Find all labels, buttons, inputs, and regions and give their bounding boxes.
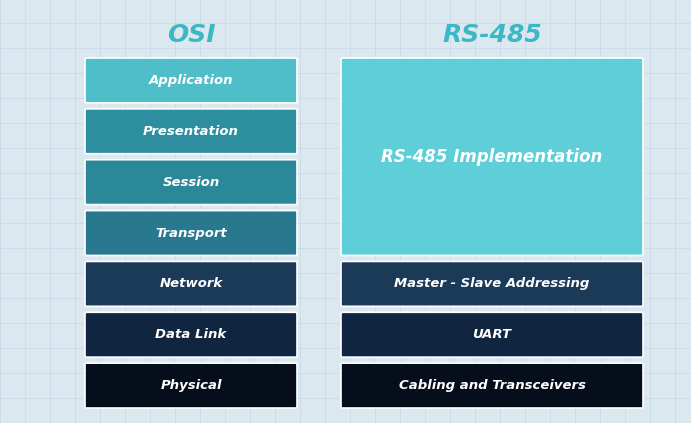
FancyBboxPatch shape — [85, 160, 297, 205]
Text: Presentation: Presentation — [143, 125, 239, 138]
Text: OSI: OSI — [167, 23, 216, 47]
Text: Data Link: Data Link — [155, 328, 227, 341]
Text: Application: Application — [149, 74, 234, 87]
Text: Transport: Transport — [155, 226, 227, 239]
Text: Network: Network — [160, 277, 223, 290]
Text: Physical: Physical — [160, 379, 222, 392]
Text: RS-485 Implementation: RS-485 Implementation — [381, 148, 603, 166]
FancyBboxPatch shape — [85, 109, 297, 154]
FancyBboxPatch shape — [341, 261, 643, 306]
FancyBboxPatch shape — [341, 312, 643, 357]
FancyBboxPatch shape — [85, 211, 297, 255]
FancyBboxPatch shape — [85, 261, 297, 306]
FancyBboxPatch shape — [341, 58, 643, 255]
Text: Session: Session — [162, 176, 220, 189]
FancyBboxPatch shape — [85, 58, 297, 103]
FancyBboxPatch shape — [341, 363, 643, 408]
Text: UART: UART — [473, 328, 511, 341]
Text: Master - Slave Addressing: Master - Slave Addressing — [395, 277, 589, 290]
Text: Cabling and Transceivers: Cabling and Transceivers — [399, 379, 585, 392]
FancyBboxPatch shape — [85, 312, 297, 357]
Text: RS-485: RS-485 — [442, 23, 542, 47]
FancyBboxPatch shape — [85, 363, 297, 408]
